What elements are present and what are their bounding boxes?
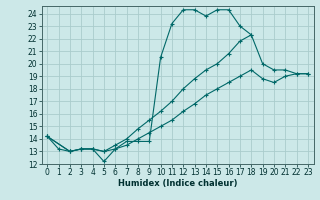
X-axis label: Humidex (Indice chaleur): Humidex (Indice chaleur) [118, 179, 237, 188]
